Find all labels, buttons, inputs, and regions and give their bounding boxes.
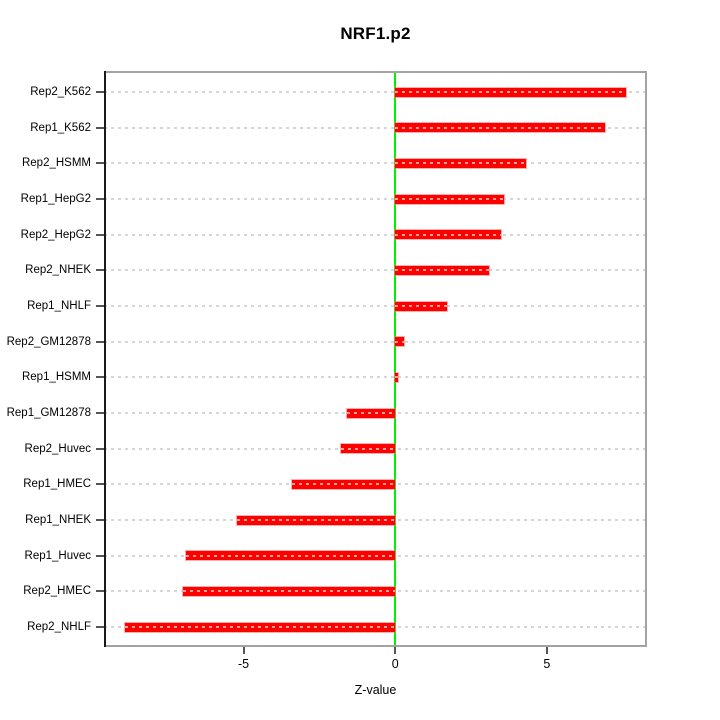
category-label: Rep2_HSMM bbox=[21, 157, 91, 170]
x-tick bbox=[242, 647, 245, 654]
x-tick bbox=[394, 647, 397, 654]
category-label: Rep1_Huvec bbox=[24, 549, 91, 562]
bar-dash-pattern bbox=[125, 626, 396, 628]
y-tick bbox=[96, 412, 104, 414]
y-tick bbox=[96, 340, 104, 343]
x-axis-title: Z-value bbox=[354, 683, 397, 697]
bar-dash-pattern bbox=[395, 376, 399, 379]
bar bbox=[395, 230, 502, 240]
category-label: Rep2_NHEK bbox=[25, 264, 91, 277]
bar bbox=[237, 515, 396, 525]
bar bbox=[185, 551, 396, 561]
y-tick bbox=[96, 626, 104, 628]
bar-dash-pattern bbox=[395, 91, 626, 93]
y-tick bbox=[96, 269, 104, 272]
bar bbox=[292, 479, 396, 489]
gridline bbox=[104, 340, 647, 343]
category-label: Rep2_Huvec bbox=[24, 442, 91, 455]
gridline bbox=[104, 376, 647, 379]
plot-area: Rep2_K562 Rep1_K562 Rep2_HSMM Rep1_HepG2 Rep… bbox=[7, 71, 647, 671]
y-tick bbox=[96, 162, 104, 165]
chart-title: NRF1.p2 bbox=[340, 24, 411, 43]
plot-border-top bbox=[104, 71, 647, 73]
bar bbox=[395, 194, 505, 204]
x-tick-label: 5 bbox=[543, 657, 551, 671]
category-label: Rep2_HMEC bbox=[23, 585, 91, 598]
bar bbox=[395, 337, 405, 347]
x-tick bbox=[545, 647, 548, 654]
bar-dash-pattern bbox=[237, 519, 396, 521]
gridline bbox=[104, 305, 647, 307]
bar-dash-pattern bbox=[182, 590, 396, 593]
y-tick bbox=[96, 447, 104, 450]
category-label: Rep2_HepG2 bbox=[20, 228, 91, 241]
bar-dash-pattern bbox=[340, 447, 396, 450]
gridline bbox=[104, 269, 647, 272]
y-tick bbox=[96, 126, 104, 129]
bar bbox=[395, 123, 605, 133]
bar bbox=[395, 372, 399, 382]
category-label: Rep1_K562 bbox=[30, 121, 91, 134]
category-label: Rep1_NHLF bbox=[27, 300, 91, 312]
category-label: Rep1_HSMM bbox=[21, 371, 91, 384]
bar-dash-pattern bbox=[346, 412, 396, 414]
y-tick bbox=[96, 233, 104, 236]
gridline bbox=[104, 198, 647, 200]
zero-reference-line bbox=[394, 71, 397, 647]
bar-dash-pattern bbox=[395, 162, 526, 165]
category-label: Rep1_NHEK bbox=[25, 514, 91, 526]
gridline bbox=[104, 233, 647, 236]
bar-dash-pattern bbox=[292, 483, 396, 486]
y-tick bbox=[96, 198, 104, 200]
bar-dash-pattern bbox=[395, 198, 505, 200]
bar bbox=[395, 158, 526, 168]
bar-dash-pattern bbox=[395, 305, 447, 307]
bar bbox=[125, 622, 396, 632]
category-label: Rep2_GM12878 bbox=[6, 335, 91, 348]
bar-dash-pattern bbox=[395, 233, 502, 236]
y-axis-line bbox=[104, 71, 106, 647]
category-label: Rep2_K562 bbox=[30, 86, 91, 98]
y-tick bbox=[96, 305, 104, 307]
gridline bbox=[104, 126, 647, 129]
y-tick bbox=[96, 590, 104, 593]
category-label: Rep2_NHLF bbox=[27, 621, 91, 633]
bar bbox=[395, 265, 490, 275]
bar bbox=[346, 408, 396, 418]
gridline bbox=[104, 162, 647, 165]
gridline bbox=[104, 91, 647, 93]
y-tick bbox=[96, 376, 104, 379]
bar-dash-pattern bbox=[395, 126, 605, 129]
category-label: Rep1_HMEC bbox=[23, 478, 91, 491]
y-tick bbox=[96, 519, 104, 521]
x-tick-label: -5 bbox=[237, 657, 250, 671]
category-label: Rep1_GM12878 bbox=[6, 407, 91, 419]
y-tick bbox=[96, 483, 104, 486]
x-tick-label: 0 bbox=[391, 657, 399, 671]
bar-dash-pattern bbox=[185, 554, 396, 557]
bar bbox=[340, 444, 396, 454]
bar-dash-pattern bbox=[395, 340, 405, 343]
y-tick bbox=[96, 91, 104, 93]
plot-border-right bbox=[645, 71, 647, 647]
bar bbox=[395, 87, 626, 97]
bar bbox=[395, 301, 447, 311]
y-tick bbox=[96, 554, 104, 557]
category-label: Rep1_HepG2 bbox=[20, 193, 91, 205]
bar-dash-pattern bbox=[395, 269, 490, 272]
plot-border-bottom bbox=[104, 645, 647, 647]
bar bbox=[182, 586, 396, 596]
